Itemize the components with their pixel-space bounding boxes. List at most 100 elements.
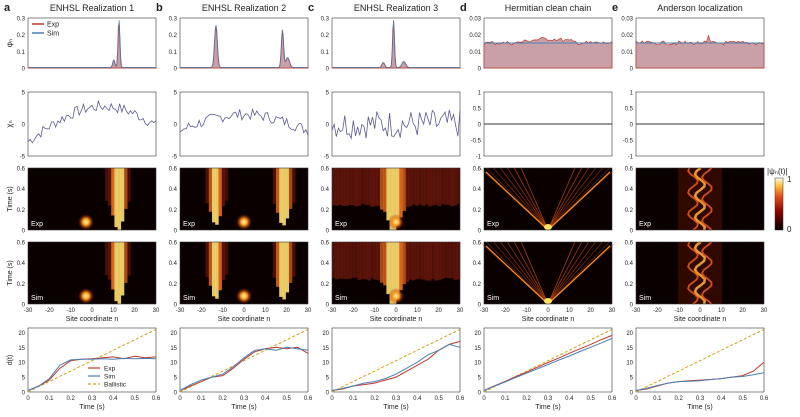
site-tick: -20 [653, 308, 662, 314]
time-tick: 0 [174, 303, 178, 309]
site-tick: 10 [110, 308, 117, 314]
site-xlabel: Site coordinate n [370, 316, 423, 323]
t-tick: 0 [330, 396, 334, 402]
time-tick: 0.6 [321, 167, 330, 173]
d-sim-line [179, 346, 309, 391]
d-tick: 15 [170, 346, 177, 352]
heat-column [357, 168, 362, 206]
light-cone-edge [547, 171, 611, 231]
heat-column [111, 242, 115, 290]
site-xlabel: Site coordinate n [218, 316, 271, 323]
site-tick: 0 [90, 308, 94, 314]
psi-tick: 0.3 [321, 17, 330, 23]
site-tick: 20 [435, 308, 442, 314]
d-tick: 0 [22, 391, 26, 397]
chi-tick: 5 [22, 91, 26, 97]
time-tick: 0.4 [169, 261, 178, 267]
heat-column [367, 242, 371, 281]
chi-tick: 1 [630, 91, 634, 97]
psi-ylabel: φₙ [5, 39, 14, 47]
d-tick: 5 [478, 376, 482, 382]
heatmap-sim-a: Sim 0 0.2 0.4 0.6 Time (s) [7, 241, 157, 309]
site-tick: -30 [176, 308, 185, 314]
t-tick: 0.1 [653, 396, 662, 402]
time-tick: 0 [630, 229, 634, 235]
time-ylabel: Time (s) [7, 186, 14, 211]
site-tick: 10 [566, 308, 573, 314]
time-xlabel: Time (s) [231, 404, 256, 411]
source-spot [544, 298, 552, 304]
t-tick: 0.1 [45, 396, 54, 402]
heat-column [272, 242, 277, 278]
colorbar-min: 0 [787, 225, 792, 234]
heat-column [212, 242, 216, 297]
light-cone-ray [513, 241, 549, 305]
heat-column [392, 168, 397, 230]
heat-column [456, 168, 461, 204]
heat-column [338, 168, 342, 205]
d-tick: 0 [478, 391, 482, 397]
d-tick: 20 [322, 331, 329, 337]
t-tick: 0 [634, 396, 638, 402]
time-tick: 0.2 [17, 208, 26, 214]
site-tick: 10 [718, 308, 725, 314]
heatmap-frame [635, 167, 765, 231]
light-cone-edge [485, 171, 549, 231]
psi-exp-area [635, 34, 765, 69]
heat-column [104, 242, 109, 275]
site-tick: 30 [153, 308, 160, 314]
heat-column [418, 242, 422, 279]
panel-letter-e: e [612, 2, 618, 14]
t-tick: 0.4 [565, 396, 574, 402]
heat-column [405, 242, 410, 282]
heat-column [292, 168, 296, 203]
heat-column [396, 168, 400, 225]
heat-column [364, 168, 368, 205]
time-tick: 0.2 [473, 208, 482, 214]
heat-column [380, 242, 384, 283]
heat-column [108, 168, 112, 206]
heat-column [114, 168, 118, 228]
heatmap-tag: Exp [639, 221, 651, 228]
localized-glow [678, 242, 722, 304]
heatmap-frame [27, 241, 157, 305]
light-cone-ray [520, 241, 549, 305]
localized-trace [700, 241, 713, 305]
psi-tick: 0.01 [469, 50, 481, 56]
t-tick: 0.5 [586, 396, 595, 402]
heatmap-exp-b: Exp 0 0.2 0.4 0.6 [169, 167, 309, 235]
heat-column [285, 242, 290, 293]
panel-title-a: ENHSL Realization 1 [50, 3, 134, 13]
d-ballistic-line [179, 329, 309, 393]
chi-tick: -1 [476, 155, 482, 161]
light-cone-ray [520, 167, 549, 231]
heat-column [389, 168, 394, 230]
heat-column [444, 242, 448, 278]
site-xlabel: Site coordinate n [66, 316, 119, 323]
heat-column [431, 168, 435, 206]
psi-tick: 0.02 [621, 33, 633, 39]
psi-tick: 0.3 [169, 17, 178, 23]
d-tick: 5 [630, 376, 634, 382]
time-tick: 0.4 [473, 261, 482, 267]
heatmap-tag: Sim [487, 295, 499, 302]
heat-column [127, 242, 131, 276]
time-tick: 0.2 [321, 208, 330, 214]
site-xlabel: Site coordinate n [674, 316, 727, 323]
legend-sim-label: Sim [47, 31, 59, 38]
t-tick: 0 [26, 396, 30, 402]
panel-title-d: Hermitian clean chain [505, 3, 592, 13]
heat-column [218, 242, 222, 291]
chi-tick: 5 [326, 91, 330, 97]
heat-column [344, 242, 349, 280]
heat-column [412, 242, 416, 281]
heat-column [332, 242, 336, 279]
time-xlabel: Time (s) [79, 404, 104, 411]
chi-tick: 1 [478, 91, 482, 97]
d-axes-a [27, 327, 157, 393]
psi-tick: 0.2 [169, 33, 178, 39]
t-tick: 0.2 [218, 396, 227, 402]
heatmap-frame [331, 167, 461, 231]
heat-column [108, 242, 112, 280]
heatmap-tag: Exp [335, 221, 347, 228]
